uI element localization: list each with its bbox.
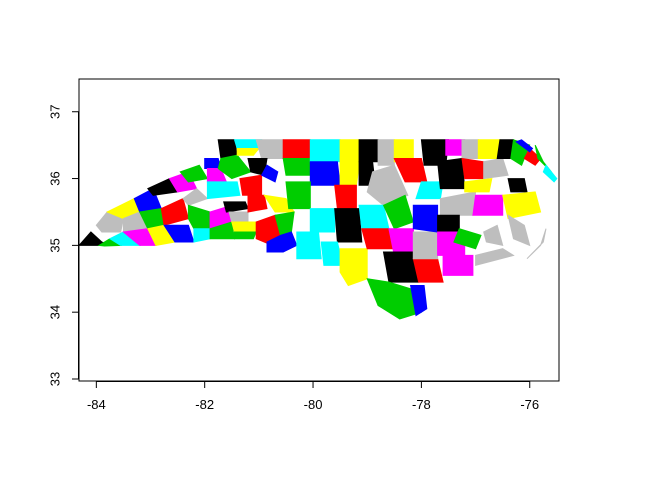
county-region-91 bbox=[515, 139, 534, 153]
county-region-79 bbox=[475, 248, 515, 267]
county-region-46 bbox=[309, 208, 336, 233]
county-region-67 bbox=[412, 258, 444, 283]
county-region-11 bbox=[160, 197, 190, 226]
county-region-86 bbox=[483, 157, 509, 180]
county-region-51 bbox=[334, 208, 363, 243]
x-axis: -84 -82 -80 -78 -76 bbox=[87, 381, 539, 412]
county-region-50 bbox=[334, 184, 357, 210]
county-region-68 bbox=[412, 231, 439, 260]
county-region-78 bbox=[453, 228, 482, 250]
x-tick-label: -82 bbox=[195, 397, 214, 412]
county-region-73 bbox=[437, 157, 466, 190]
county-region-13 bbox=[163, 224, 195, 243]
county-region-55 bbox=[377, 139, 395, 166]
county-region-43 bbox=[309, 139, 341, 163]
county-regions bbox=[77, 139, 558, 320]
county-region-85 bbox=[472, 194, 504, 216]
county-region-17 bbox=[187, 204, 211, 230]
y-tick-label: 35 bbox=[48, 238, 63, 252]
county-region-92 bbox=[507, 178, 528, 193]
county-region-66 bbox=[410, 285, 428, 317]
county-region-54 bbox=[358, 139, 379, 163]
county-region-40 bbox=[266, 231, 298, 253]
county-region-90 bbox=[534, 144, 552, 173]
county-region-83 bbox=[461, 157, 485, 180]
county-region-45 bbox=[285, 181, 311, 210]
county-region-26 bbox=[217, 154, 252, 180]
county-region-95 bbox=[526, 228, 547, 260]
county-region-28 bbox=[228, 211, 249, 223]
county-region-18 bbox=[193, 228, 211, 243]
county-region-81 bbox=[461, 139, 479, 159]
county-region-49 bbox=[339, 164, 360, 186]
county-region-37 bbox=[260, 164, 279, 183]
county-region-52 bbox=[320, 241, 344, 266]
x-tick-label: -76 bbox=[520, 397, 539, 412]
y-tick-label: 36 bbox=[48, 171, 63, 185]
y-tick-label: 37 bbox=[48, 105, 63, 119]
county-region-77 bbox=[442, 254, 474, 276]
county-region-29 bbox=[231, 221, 257, 233]
county-region-34 bbox=[239, 174, 263, 196]
county-region-30 bbox=[234, 231, 257, 240]
county-region-82 bbox=[477, 139, 501, 159]
x-tick-label: -80 bbox=[304, 397, 323, 412]
county-region-4 bbox=[95, 211, 124, 233]
county-region-35 bbox=[247, 194, 268, 213]
y-tick-label: 33 bbox=[48, 372, 63, 386]
county-region-31 bbox=[236, 148, 260, 156]
county-region-84 bbox=[464, 178, 493, 193]
county-region-70 bbox=[415, 181, 444, 200]
county-region-27 bbox=[223, 201, 249, 213]
county-region-47 bbox=[296, 231, 322, 260]
county-region-21 bbox=[206, 181, 241, 200]
county-region-58 bbox=[358, 204, 390, 230]
county-region-16 bbox=[182, 187, 209, 206]
county-region-80 bbox=[483, 224, 504, 247]
county-region-32 bbox=[255, 139, 284, 159]
county-region-93 bbox=[502, 191, 542, 220]
county-region-41 bbox=[282, 139, 311, 159]
county-region-75 bbox=[437, 214, 460, 233]
county-region-74 bbox=[439, 191, 477, 216]
y-tick-label: 34 bbox=[48, 305, 63, 319]
county-region-96 bbox=[542, 164, 558, 183]
county-region-48 bbox=[339, 139, 360, 166]
county-region-44 bbox=[309, 161, 341, 186]
county-region-69 bbox=[412, 204, 439, 233]
county-region-42 bbox=[282, 158, 311, 176]
y-axis: 33 34 35 36 37 bbox=[48, 105, 79, 386]
county-region-94 bbox=[507, 214, 531, 247]
county-region-53 bbox=[339, 248, 368, 287]
x-tick-label: -78 bbox=[412, 397, 431, 412]
x-tick-label: -84 bbox=[87, 397, 106, 412]
